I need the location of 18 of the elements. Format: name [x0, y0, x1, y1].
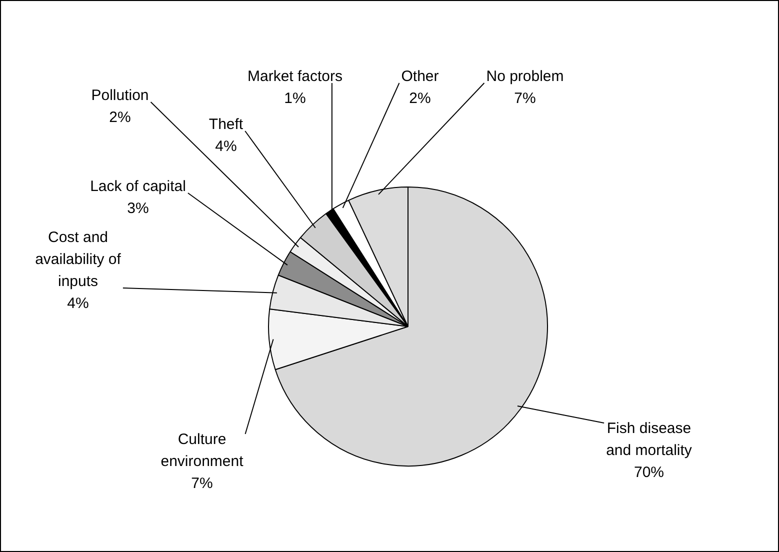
data-label: 2%: [409, 90, 431, 108]
slice-label: Cost and availability of inputs: [35, 229, 122, 290]
data-label: 7%: [514, 90, 536, 108]
data-label: 4%: [215, 138, 237, 156]
slice-label: Fish disease and mortality: [606, 420, 692, 460]
data-label: 7%: [191, 475, 213, 492]
data-label: 4%: [67, 295, 89, 312]
data-label: 3%: [127, 200, 149, 218]
slice-label: Theft: [208, 116, 244, 134]
slice-label: Culture environment: [160, 431, 244, 470]
slice-label: Pollution: [91, 87, 149, 104]
slice-label: Market factors: [247, 68, 343, 86]
slice-label: Lack of capital: [90, 178, 186, 196]
slice-label: Other: [401, 68, 439, 86]
data-label: 70%: [634, 464, 664, 482]
data-label: 1%: [284, 90, 306, 108]
slice-label: No problem: [486, 68, 564, 86]
data-label: 2%: [109, 109, 131, 126]
